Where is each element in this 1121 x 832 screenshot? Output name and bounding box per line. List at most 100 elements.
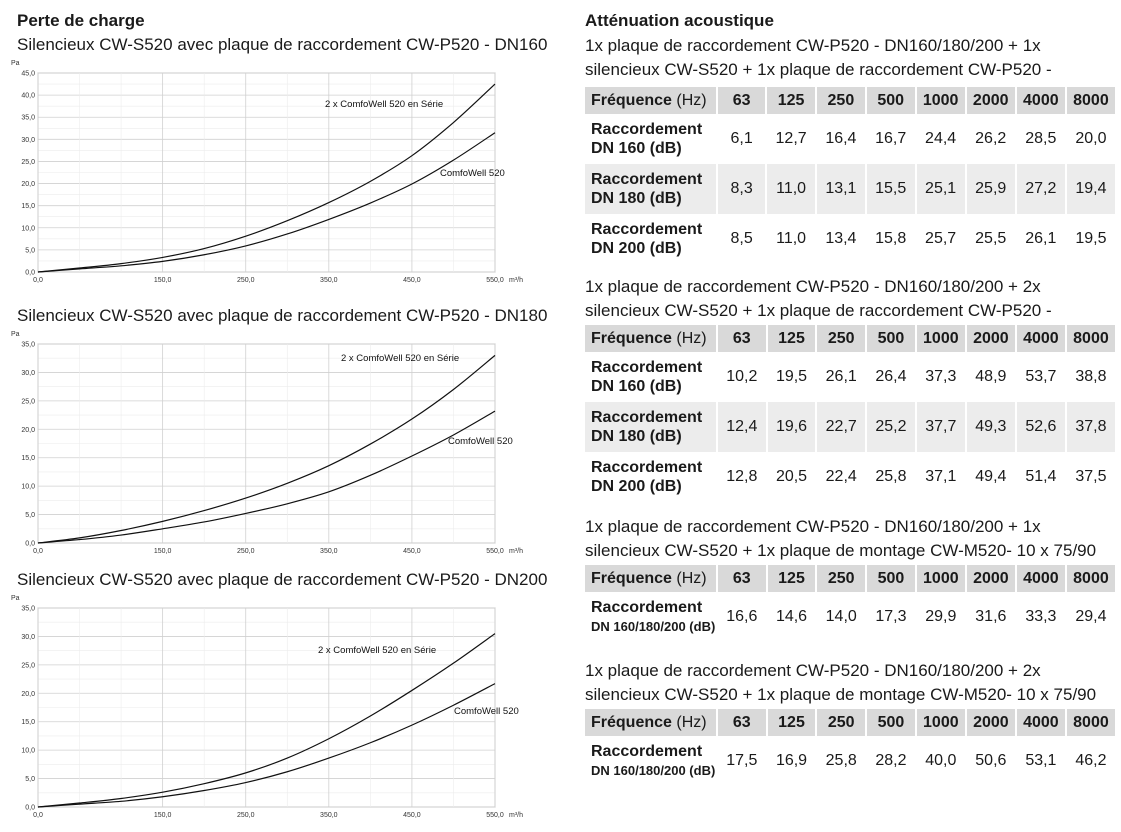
table-cell: 19,5 xyxy=(765,352,817,402)
table-cell: 8,3 xyxy=(715,164,767,214)
table-cell: 48,9 xyxy=(964,352,1016,402)
chart1-subtitle: Silencieux CW-S520 avec plaque de raccor… xyxy=(17,35,548,54)
table-row: Raccordement DN 160 (dB) 10,2 19,5 26,1 2… xyxy=(585,352,1115,402)
table-cell: 29,9 xyxy=(914,592,966,642)
table-cell: 16,9 xyxy=(765,736,817,786)
table-cell: 37,8 xyxy=(1064,402,1115,452)
freq-1000: 1000 xyxy=(914,709,966,736)
table-cell: 50,6 xyxy=(964,736,1016,786)
freq-1000: 1000 xyxy=(914,87,966,114)
table-cell: 33,3 xyxy=(1014,592,1066,642)
freq-1000: 1000 xyxy=(914,565,966,592)
table-cell: 53,1 xyxy=(1014,736,1066,786)
table-cell: 26,1 xyxy=(815,352,867,402)
freq-500: 500 xyxy=(864,87,916,114)
y-tick-label: 30,0 xyxy=(21,137,35,144)
freq-500: 500 xyxy=(865,325,916,352)
freq-500: 500 xyxy=(865,709,916,736)
table-cell: 28,2 xyxy=(865,736,916,786)
x-tick-label: 250,0 xyxy=(237,812,255,819)
attenuation-table-3: Fréquence (Hz) 63 125 250 500 1000 2000 … xyxy=(585,565,1115,642)
table-header-row: Fréquence (Hz) 63 125 250 500 1000 2000 … xyxy=(585,87,1115,114)
table-cell: 25,2 xyxy=(865,402,916,452)
table-cell: 16,7 xyxy=(864,114,916,164)
table-cell: 49,4 xyxy=(964,452,1016,502)
table-cell: 8,5 xyxy=(715,214,767,264)
chart2-subtitle: Silencieux CW-S520 avec plaque de raccor… xyxy=(17,306,548,325)
table-cell: 16,6 xyxy=(715,592,767,642)
table-cell: 25,8 xyxy=(815,736,867,786)
table-header-row: Fréquence (Hz) 63 125 250 500 1000 2000 … xyxy=(585,709,1115,736)
y-tick-label: 0,0 xyxy=(25,805,35,812)
table-cell: 25,8 xyxy=(865,452,916,502)
y-tick-label: 5,0 xyxy=(25,512,35,519)
table-cell: 26,2 xyxy=(964,114,1016,164)
x-tick-label: 350,0 xyxy=(320,812,338,819)
table-cell: 25,7 xyxy=(914,214,966,264)
table-cell: 51,4 xyxy=(1014,452,1066,502)
chart3-subtitle: Silencieux CW-S520 avec plaque de raccor… xyxy=(17,570,548,589)
table-row: Raccordement DN 180 (dB) 8,3 11,0 13,1 15… xyxy=(585,164,1115,214)
row-label: Raccordement DN 160 (dB) xyxy=(591,121,703,157)
row-label: Raccordement DN 200 (dB) xyxy=(591,221,703,257)
table-cell: 11,0 xyxy=(765,214,816,264)
table-cell: 49,3 xyxy=(964,402,1016,452)
y-tick-label: 35,0 xyxy=(21,342,35,349)
freq-63: 63 xyxy=(715,325,767,352)
y-tick-label: 30,0 xyxy=(21,634,35,641)
y-tick-label: 5,0 xyxy=(25,776,35,783)
series-label: 2 x ComfoWell 520 en Série xyxy=(341,353,459,364)
x-tick-label: 550,0 xyxy=(486,548,504,555)
frequency-header: Fréquence (Hz) xyxy=(585,709,717,736)
table-header-row: Fréquence (Hz) 63 125 250 500 1000 2000 … xyxy=(585,565,1115,592)
freq-63: 63 xyxy=(715,565,767,592)
frequency-header: Fréquence (Hz) xyxy=(585,87,717,114)
series-line-single xyxy=(37,132,496,273)
table-row: Raccordement DN 200 (dB) 12,8 20,5 22,4 2… xyxy=(585,452,1115,502)
table-header-row: Fréquence (Hz) 63 125 250 500 1000 2000 … xyxy=(585,325,1115,352)
table-row: Raccordement DN 160/180/200 (dB) 17,5 16,… xyxy=(585,736,1115,786)
series-line-double xyxy=(37,83,496,273)
table-cell: 22,4 xyxy=(815,452,867,502)
freq-2000: 2000 xyxy=(964,87,1016,114)
freq-2000: 2000 xyxy=(964,565,1016,592)
table-cell: 19,6 xyxy=(765,402,817,452)
section4-caption: 1x plaque de raccordement CW-P520 - DN16… xyxy=(585,661,1097,704)
row-label: Raccordement DN 160 (dB) xyxy=(591,359,703,395)
table-cell: 12,8 xyxy=(715,452,767,502)
freq-63: 63 xyxy=(715,709,767,736)
series-label: 2 x ComfoWell 520 en Série xyxy=(318,645,436,656)
freq-500: 500 xyxy=(865,565,916,592)
freq-8000: 8000 xyxy=(1064,709,1115,736)
table-cell: 37,5 xyxy=(1064,452,1115,502)
series-line-single xyxy=(37,410,496,544)
chart-dn160: 0,0 5,0 10,0 15,0 20,0 25,0 30,0 35,0 40,0 45,0 0,… xyxy=(11,60,523,284)
y-tick-label: 10,0 xyxy=(21,484,35,491)
table-cell: 19,5 xyxy=(1064,214,1115,264)
y-tick-label: 0,0 xyxy=(25,270,35,277)
y-tick-label: 20,0 xyxy=(21,691,35,698)
y-unit-label: Pa xyxy=(11,331,20,338)
freq-1000: 1000 xyxy=(914,325,966,352)
freq-4000: 4000 xyxy=(1014,87,1066,114)
x-tick-label: 350,0 xyxy=(320,548,338,555)
x-tick-label: 0,0 xyxy=(33,277,43,284)
freq-8000: 8000 xyxy=(1064,325,1115,352)
x-tick-label: 150,0 xyxy=(154,548,172,555)
table-cell: 52,6 xyxy=(1014,402,1066,452)
table-cell: 15,5 xyxy=(864,164,916,214)
series-line-double xyxy=(37,354,496,544)
y-tick-label: 5,0 xyxy=(25,247,35,254)
table-row: Raccordement DN 180 (dB) 12,4 19,6 22,7 2… xyxy=(585,402,1115,452)
table-cell: 25,1 xyxy=(914,164,966,214)
section3-caption: 1x plaque de raccordement CW-P520 - DN16… xyxy=(585,517,1097,560)
freq-4000: 4000 xyxy=(1014,325,1066,352)
x-tick-label: 250,0 xyxy=(237,277,255,284)
freq-4000: 4000 xyxy=(1014,565,1066,592)
table-cell: 22,7 xyxy=(815,402,867,452)
attenuation-table-2: Fréquence (Hz) 63 125 250 500 1000 2000 … xyxy=(585,325,1115,502)
table-cell: 40,0 xyxy=(914,736,966,786)
row-label: Raccordement DN 160/180/200 (dB) xyxy=(591,599,716,634)
series-line-single xyxy=(37,683,496,808)
x-tick-label: 350,0 xyxy=(320,277,338,284)
